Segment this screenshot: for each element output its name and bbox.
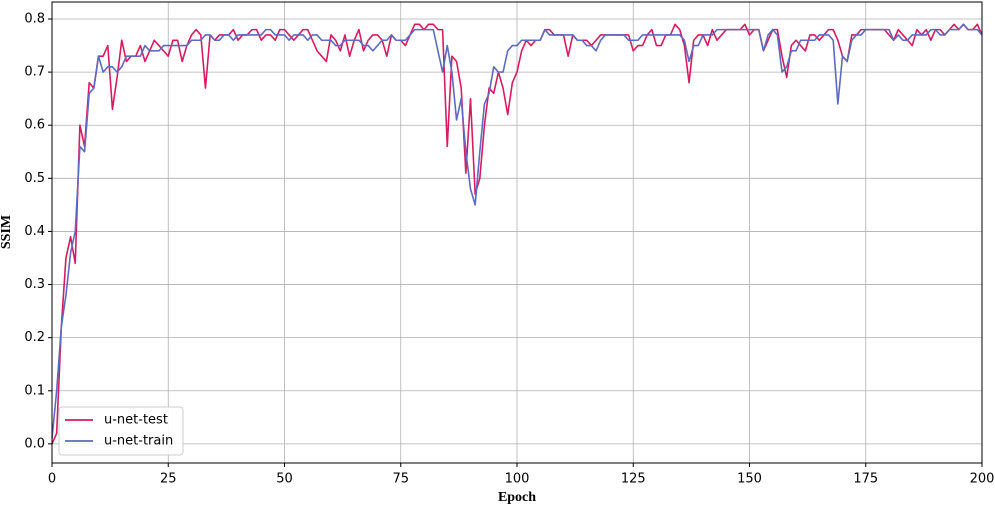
x-tick-label: 175 xyxy=(853,472,878,487)
x-tick-label: 200 xyxy=(970,472,995,487)
legend-label: u-net-test xyxy=(104,413,168,428)
x-tick-label: 25 xyxy=(160,472,177,487)
y-tick-label: 0.2 xyxy=(24,330,45,345)
x-tick-label: 75 xyxy=(392,472,409,487)
legend-label: u-net-train xyxy=(104,434,173,449)
y-tick-label: 0.7 xyxy=(24,65,45,80)
series-line xyxy=(51,23,983,445)
y-tick-label: 0.3 xyxy=(24,277,45,292)
x-axis-label: Epoch xyxy=(498,490,536,505)
x-tick-label: 100 xyxy=(505,472,530,487)
series-line xyxy=(51,23,983,439)
y-tick-label: 0.6 xyxy=(24,118,45,133)
x-tick-label: 150 xyxy=(737,472,762,487)
x-tick-label: 0 xyxy=(48,472,56,487)
plot-frame xyxy=(51,1,983,464)
x-tick-label: 125 xyxy=(621,472,646,487)
legend-box xyxy=(58,406,184,456)
y-axis-label: SSIM xyxy=(0,215,14,249)
y-tick-label: 0.1 xyxy=(24,383,45,398)
y-tick-label: 0.4 xyxy=(24,224,45,239)
y-tick-label: 0.0 xyxy=(24,436,45,451)
x-tick-label: 50 xyxy=(276,472,293,487)
y-tick-label: 0.8 xyxy=(24,11,45,26)
y-tick-label: 0.5 xyxy=(24,171,45,186)
